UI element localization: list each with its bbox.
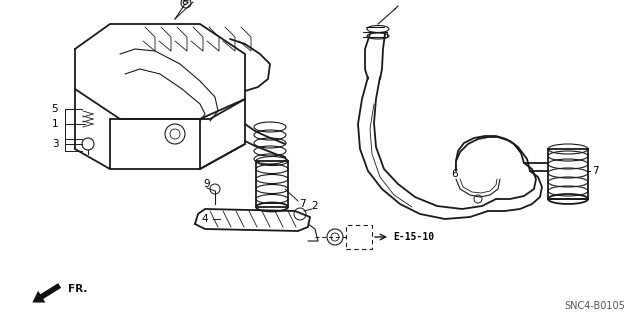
Text: 3: 3	[52, 139, 58, 149]
Text: E-15-10: E-15-10	[393, 232, 434, 242]
Text: 9: 9	[204, 179, 211, 189]
Text: FR.: FR.	[68, 284, 88, 294]
Text: 1: 1	[52, 119, 58, 129]
Text: 8: 8	[182, 0, 188, 7]
FancyArrowPatch shape	[33, 283, 61, 302]
Text: 7: 7	[299, 199, 305, 209]
Text: 2: 2	[312, 201, 318, 211]
Text: 4: 4	[202, 214, 208, 224]
Text: 6: 6	[452, 169, 458, 179]
Text: SNC4-B0105: SNC4-B0105	[564, 301, 625, 311]
Text: 5: 5	[52, 104, 58, 114]
Text: 7: 7	[592, 166, 598, 176]
